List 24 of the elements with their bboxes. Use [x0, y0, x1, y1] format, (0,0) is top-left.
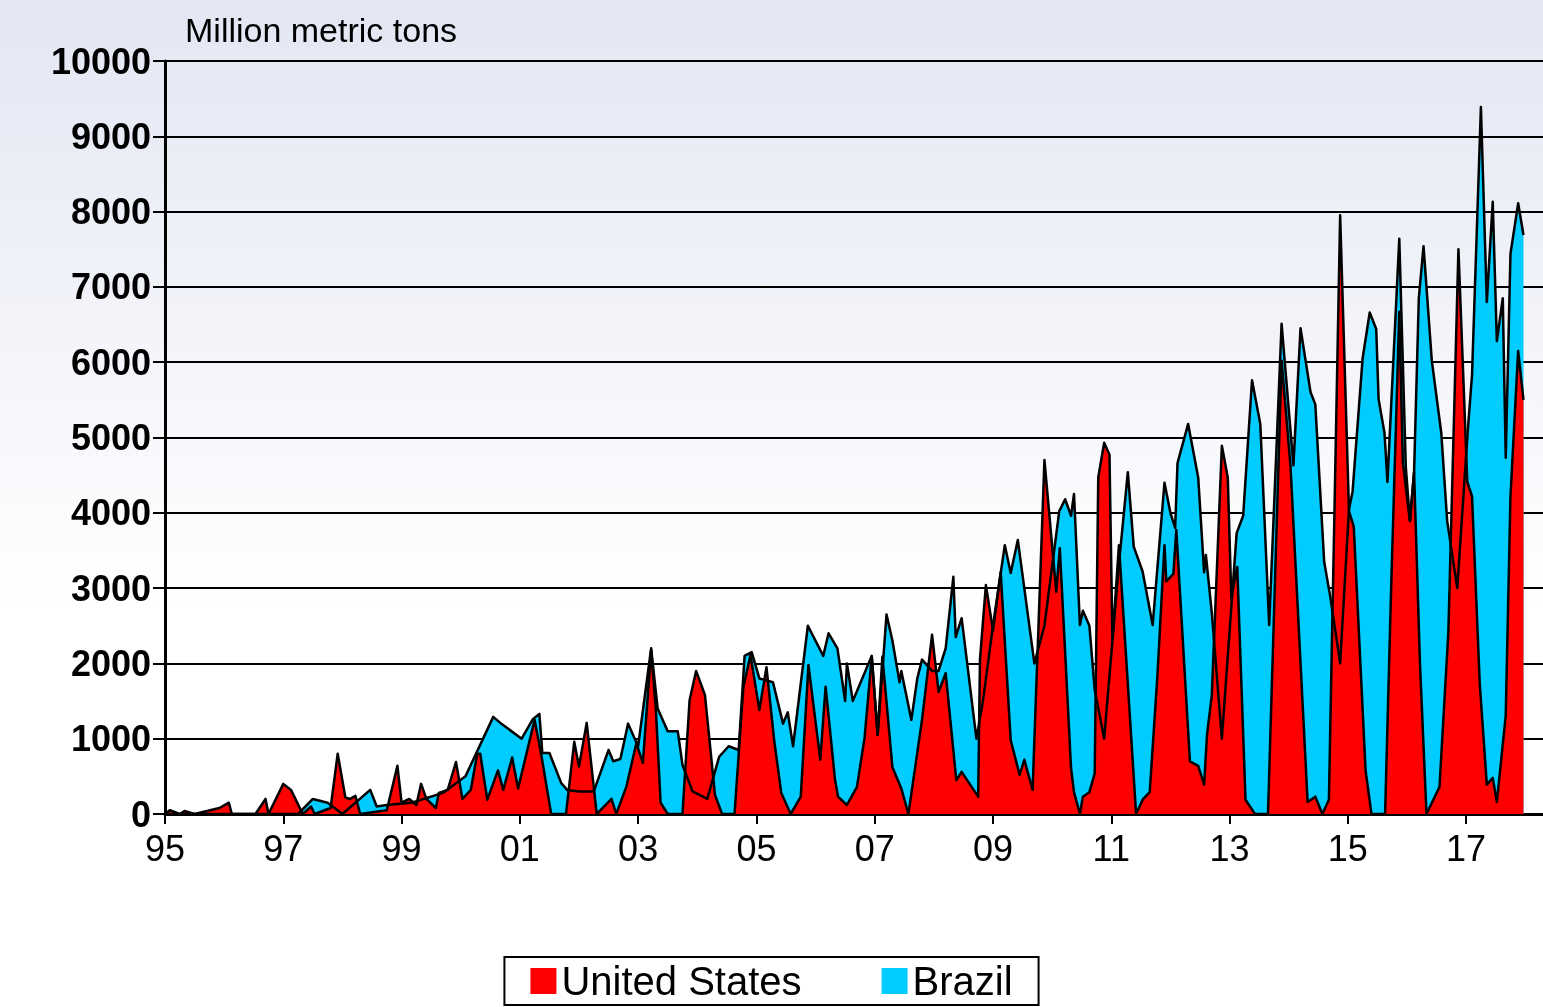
y-tick-label: 4000: [70, 492, 151, 534]
y-tick-label: 9000: [70, 115, 151, 157]
x-tick-label: 11: [1092, 827, 1130, 869]
x-tick-label: 01: [499, 827, 540, 869]
y-tick-label: 3000: [70, 567, 151, 609]
y-tick-label: 6000: [70, 341, 151, 383]
y-tick-label: 7000: [70, 266, 151, 308]
y-tick-label: 10000: [50, 40, 151, 82]
x-tick-label: 09: [972, 827, 1014, 869]
x-tick-label: 97: [263, 827, 304, 869]
y-tick-label: 5000: [70, 417, 151, 458]
y-axis-title: Million metric tons: [185, 11, 458, 49]
x-tick-label: 13: [1209, 827, 1250, 869]
x-tick-label: 07: [854, 827, 895, 869]
x-tick-label: 99: [381, 827, 422, 869]
x-tick-label: 03: [618, 827, 659, 869]
legend-label: Brazil: [912, 959, 1013, 1003]
y-tick-label: 1000: [70, 718, 151, 760]
x-tick-label: 17: [1446, 827, 1487, 869]
y-tick-label: 8000: [70, 191, 151, 233]
x-tick-label: 15: [1327, 827, 1368, 869]
x-tick-label: 05: [736, 827, 777, 869]
legend-label: United States: [561, 959, 802, 1003]
y-tick-label: 2000: [70, 642, 151, 684]
